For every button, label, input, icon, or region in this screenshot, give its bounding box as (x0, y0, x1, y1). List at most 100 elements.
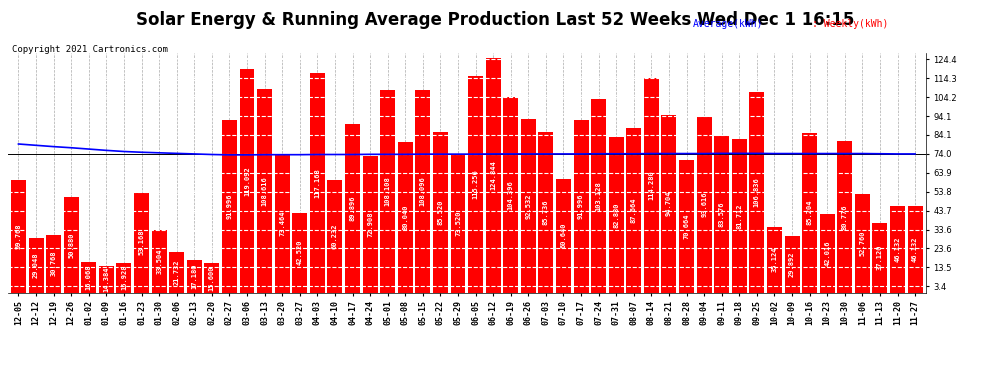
Bar (204, 263, 220, 292)
Bar (591, 99, 606, 292)
Bar (274, 155, 290, 292)
Bar (433, 132, 447, 292)
Text: 14.384: 14.384 (103, 266, 109, 292)
Bar (644, 78, 659, 292)
Bar (11, 180, 26, 292)
Bar (63, 197, 78, 292)
Bar (222, 120, 237, 292)
Text: 81.712: 81.712 (737, 203, 742, 229)
Text: 115.256: 115.256 (472, 170, 478, 200)
Bar (556, 179, 571, 292)
Bar (539, 132, 553, 292)
Text: 60.640: 60.640 (560, 223, 566, 248)
Text: 92.532: 92.532 (526, 193, 532, 219)
Text: Solar Energy & Running Average Production Last 52 Weeks Wed Dec 1 16:15: Solar Energy & Running Average Productio… (136, 11, 854, 29)
Bar (380, 90, 395, 292)
Text: 35.124: 35.124 (771, 247, 777, 272)
Text: 85.736: 85.736 (543, 200, 548, 225)
Text: 93.616: 93.616 (701, 192, 707, 217)
Bar (872, 223, 887, 292)
Text: 94.704: 94.704 (666, 191, 672, 216)
Text: 29.048: 29.048 (33, 252, 39, 278)
Text: 42.520: 42.520 (297, 240, 303, 266)
Text: 46.132: 46.132 (895, 237, 901, 262)
Bar (890, 206, 905, 292)
Bar (503, 97, 518, 292)
Text: 73.520: 73.520 (455, 211, 461, 236)
Bar (310, 73, 325, 292)
Text: 46.132: 46.132 (912, 237, 918, 262)
Bar (749, 92, 764, 292)
Text: 59.768: 59.768 (16, 224, 22, 249)
Text: 50.880: 50.880 (68, 232, 74, 258)
Bar (151, 230, 166, 292)
Text: 87.664: 87.664 (631, 198, 637, 223)
Text: 70.664: 70.664 (683, 213, 690, 239)
Text: 15.928: 15.928 (121, 265, 127, 290)
Text: 117.168: 117.168 (315, 168, 321, 198)
Bar (627, 128, 642, 292)
Text: Copyright 2021 Cartronics.com: Copyright 2021 Cartronics.com (12, 45, 167, 54)
Bar (257, 89, 272, 292)
Text: 21.732: 21.732 (173, 260, 180, 285)
Text: 16.068: 16.068 (86, 265, 92, 290)
Bar (661, 115, 676, 292)
Bar (117, 262, 132, 292)
Bar (362, 156, 377, 292)
Text: 80.776: 80.776 (842, 204, 847, 230)
Bar (81, 262, 96, 292)
Text: 83.576: 83.576 (719, 201, 725, 227)
Bar (767, 226, 782, 292)
Text: 119.092: 119.092 (244, 166, 250, 196)
Text: 124.844: 124.844 (490, 160, 496, 190)
Text: 82.880: 82.880 (613, 202, 619, 228)
Bar (855, 194, 870, 292)
Text: 52.760: 52.760 (859, 230, 865, 256)
Bar (732, 139, 746, 292)
Bar (679, 160, 694, 292)
Bar (802, 133, 817, 292)
Text: 108.096: 108.096 (420, 176, 426, 206)
Text: 91.996: 91.996 (578, 194, 584, 219)
Bar (169, 252, 184, 292)
Text: 104.396: 104.396 (508, 180, 514, 210)
Text: 91.996: 91.996 (227, 194, 233, 219)
Bar (820, 214, 835, 292)
Text: 85.520: 85.520 (438, 200, 444, 225)
Text: 85.204: 85.204 (807, 200, 813, 225)
Bar (29, 238, 44, 292)
Text: 37.120: 37.120 (877, 245, 883, 270)
Bar (714, 136, 730, 292)
Bar (328, 180, 343, 292)
Text: 29.892: 29.892 (789, 252, 795, 277)
Bar (240, 69, 254, 292)
Bar (609, 137, 624, 292)
Text: 17.180: 17.180 (191, 264, 197, 289)
Text: 72.908: 72.908 (367, 211, 373, 237)
Bar (573, 120, 588, 292)
Bar (346, 124, 360, 292)
Text: 108.108: 108.108 (385, 176, 391, 206)
Text: 106.836: 106.836 (753, 177, 760, 207)
Bar (486, 58, 501, 292)
Bar (450, 154, 465, 292)
Text: : Weekly(kWh): : Weekly(kWh) (812, 19, 888, 29)
Bar (784, 237, 800, 292)
Bar (99, 266, 114, 292)
Bar (521, 119, 536, 292)
Text: 60.232: 60.232 (332, 223, 338, 249)
Text: 42.016: 42.016 (825, 240, 831, 266)
Text: 73.464: 73.464 (279, 211, 285, 236)
Text: 89.896: 89.896 (349, 195, 355, 221)
Bar (187, 260, 202, 292)
Bar (697, 117, 712, 292)
Text: 114.280: 114.280 (648, 171, 654, 200)
Bar (416, 90, 431, 292)
Text: 108.616: 108.616 (261, 176, 267, 206)
Text: 33.504: 33.504 (156, 248, 162, 274)
Text: 53.168: 53.168 (139, 230, 145, 255)
Bar (47, 235, 61, 292)
Bar (398, 142, 413, 292)
Text: 103.128: 103.128 (596, 181, 602, 211)
Text: Average(kWh): Average(kWh) (693, 19, 763, 29)
